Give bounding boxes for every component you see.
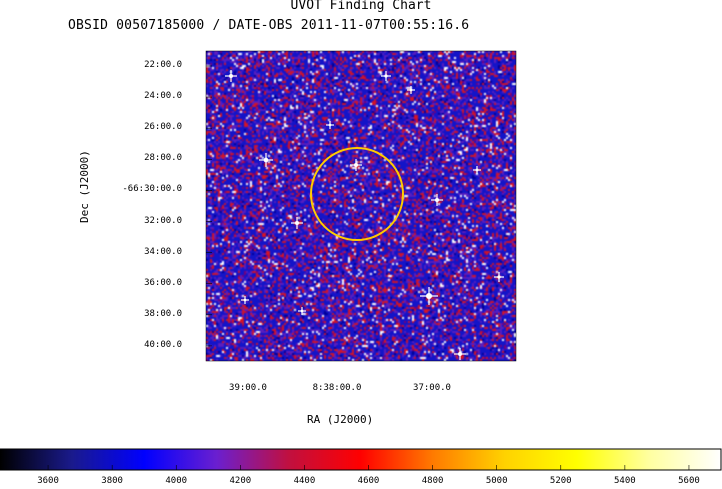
colorbar-tick-label: 4000 <box>165 476 188 486</box>
star-0 <box>225 70 237 82</box>
star-5 <box>291 217 303 229</box>
star-3 <box>350 159 362 171</box>
y-tick-label: 38:00.0 <box>144 308 182 319</box>
star-13 <box>241 296 249 304</box>
star-12 <box>326 121 334 129</box>
star-4 <box>431 194 443 206</box>
chart-subtitle: OBSID 00507185000 / DATE-OBS 2011-11-07T… <box>68 18 470 33</box>
chart-title: UVOT Finding Chart <box>290 0 432 13</box>
x-tick-label: 39:00.0 <box>229 383 267 393</box>
x-tick-label: 37:00.0 <box>413 383 451 393</box>
sky-image <box>206 51 516 361</box>
colorbar-tick-label: 5600 <box>678 476 700 486</box>
star-2 <box>381 71 391 81</box>
colorbar-tick-label: 3600 <box>37 476 59 486</box>
star-8 <box>494 272 504 282</box>
y-tick-label: 24:00.0 <box>144 91 182 102</box>
y-tick-label: 36:00.0 <box>144 277 182 288</box>
y-tick-label: 32:00.0 <box>144 215 182 226</box>
x-tick-label: 8:38:00.0 <box>312 383 362 393</box>
colorbar-tick-label: 4600 <box>357 476 380 486</box>
colorbar <box>0 448 722 471</box>
y-tick-label: -66:30:00.0 <box>122 184 182 195</box>
star-7 <box>454 348 466 360</box>
y-tick-label: 40:00.0 <box>144 339 182 350</box>
target-circle <box>310 147 404 241</box>
star-9 <box>298 307 306 315</box>
star-1 <box>259 153 273 167</box>
colorbar-tick-label: 5200 <box>549 476 572 486</box>
y-axis-label: Dec (J2000) <box>78 150 91 223</box>
colorbar-tick-label: 5400 <box>614 476 636 486</box>
stars-layer <box>225 70 504 360</box>
image-frame <box>205 50 517 362</box>
star-6 <box>420 287 438 305</box>
y-tick-label: 28:00.0 <box>144 153 182 164</box>
colorbar-tick-label: 4200 <box>229 476 252 486</box>
colorbar-tick-label: 4400 <box>293 476 316 486</box>
y-tick-label: 34:00.0 <box>144 246 182 257</box>
star-11 <box>473 166 481 174</box>
star-10 <box>407 86 415 94</box>
y-tick-label: 22:00.0 <box>144 60 182 70</box>
colorbar-tick-label: 5000 <box>485 476 508 486</box>
y-tick-label: 26:00.0 <box>144 122 182 133</box>
colorbar-tick-label: 4800 <box>421 476 444 486</box>
x-axis-label: RA (J2000) <box>307 413 374 426</box>
colorbar-tick-label: 3800 <box>101 476 123 486</box>
